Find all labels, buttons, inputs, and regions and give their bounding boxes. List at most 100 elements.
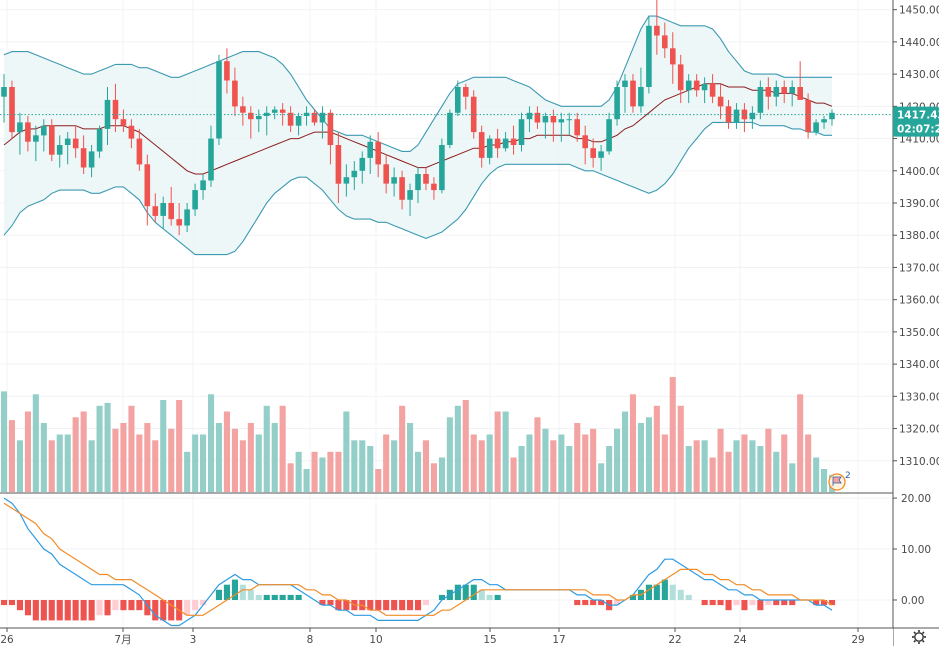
candle xyxy=(757,80,764,120)
date-tick-label: 10 xyxy=(369,634,382,646)
candle xyxy=(781,80,787,104)
histogram-bar xyxy=(653,584,660,600)
histogram-bar xyxy=(136,600,143,611)
volume-bar xyxy=(64,434,71,492)
histogram-bar xyxy=(120,600,127,611)
candle xyxy=(303,106,310,126)
candle xyxy=(25,116,31,152)
volume-bar xyxy=(223,411,230,492)
candle xyxy=(17,112,23,155)
candle-body xyxy=(407,190,413,200)
candle-body xyxy=(550,116,557,123)
histogram-bar xyxy=(32,600,39,621)
histogram-bar xyxy=(391,600,398,611)
candle xyxy=(104,87,111,145)
date-tick-label: 17 xyxy=(552,634,565,646)
histogram-bar xyxy=(367,600,374,611)
candle xyxy=(200,174,206,200)
candle xyxy=(56,135,63,168)
candle xyxy=(335,132,342,203)
candle-body xyxy=(160,203,166,216)
volume-bar xyxy=(327,451,334,493)
histogram-bar xyxy=(263,594,270,600)
flag-icon-shape xyxy=(832,476,842,486)
volume-bar xyxy=(765,428,772,493)
candle xyxy=(192,183,198,216)
candle-body xyxy=(80,148,87,168)
candle-body xyxy=(582,135,588,149)
histogram-bar xyxy=(223,584,230,600)
histogram-bar xyxy=(200,600,207,606)
candle-body xyxy=(662,35,668,49)
candle xyxy=(478,125,485,168)
candle xyxy=(518,112,525,152)
candle-body xyxy=(359,157,366,171)
candle-body xyxy=(112,99,119,120)
histogram-bar xyxy=(789,600,796,606)
macd-line xyxy=(3,497,833,627)
candle xyxy=(502,132,509,152)
candle-body xyxy=(391,177,397,184)
volume-bar xyxy=(534,417,541,493)
candle xyxy=(733,103,740,129)
gear-icon[interactable] xyxy=(912,630,926,644)
upper-band-line xyxy=(3,15,832,152)
histogram-bar xyxy=(614,600,621,606)
volume-bar xyxy=(478,440,485,493)
candle xyxy=(375,132,381,178)
candle-body xyxy=(383,164,389,184)
candle-body xyxy=(590,148,596,158)
histogram-bar xyxy=(327,600,334,606)
candle-body xyxy=(144,164,151,207)
date-tick-label: 8 xyxy=(307,634,314,646)
candle-body xyxy=(478,132,485,158)
volume-bar xyxy=(184,451,191,493)
volume-bar xyxy=(550,440,557,493)
candle-body xyxy=(463,87,469,97)
volume-bar xyxy=(637,423,644,492)
volume-bar xyxy=(438,457,445,492)
price-tick-label: 1340.00 xyxy=(899,359,939,371)
volume-bar xyxy=(128,405,135,493)
candle-body xyxy=(701,83,708,91)
volume-bar xyxy=(789,463,796,493)
candle-body xyxy=(614,87,620,120)
candle xyxy=(415,167,421,203)
candle xyxy=(590,138,596,168)
price-tick-label: 1450.00 xyxy=(899,5,939,17)
price-axis[interactable]: 1450.001440.001430.001420.001410.001400.… xyxy=(892,0,939,646)
volume-bar xyxy=(208,394,215,493)
candle-body xyxy=(104,99,111,129)
histogram-bar xyxy=(725,600,732,611)
volume-bar xyxy=(239,440,246,493)
candle xyxy=(287,106,294,133)
candle-body xyxy=(821,119,827,123)
histogram-bar xyxy=(757,600,764,611)
histogram-bar xyxy=(709,600,716,606)
candle-body xyxy=(677,64,684,91)
volume-bar xyxy=(717,428,724,493)
candle-body xyxy=(1,87,7,97)
histogram-bar xyxy=(438,594,445,600)
candle xyxy=(136,128,143,171)
candle-body xyxy=(224,61,230,81)
volume-bar xyxy=(430,463,437,493)
histogram-bar xyxy=(64,600,71,621)
candle xyxy=(463,83,469,110)
candle xyxy=(431,177,437,200)
candle-body xyxy=(41,125,47,136)
candle-body xyxy=(415,174,421,191)
price-tick-label: 1330.00 xyxy=(899,391,939,403)
indicator-badge[interactable]: 2 xyxy=(828,471,851,491)
macd-tick-label: 10.00 xyxy=(901,544,931,556)
volume-bar xyxy=(653,405,660,493)
histogram-bar xyxy=(645,584,652,600)
candle xyxy=(152,193,159,223)
time-axis[interactable]: 26 7月 3 8 10 15 17 22 24 29 xyxy=(0,627,939,646)
candle xyxy=(598,145,604,171)
histogram-bar xyxy=(168,600,175,621)
histogram-bar xyxy=(590,600,597,606)
candle xyxy=(351,161,358,191)
candle xyxy=(765,77,772,110)
